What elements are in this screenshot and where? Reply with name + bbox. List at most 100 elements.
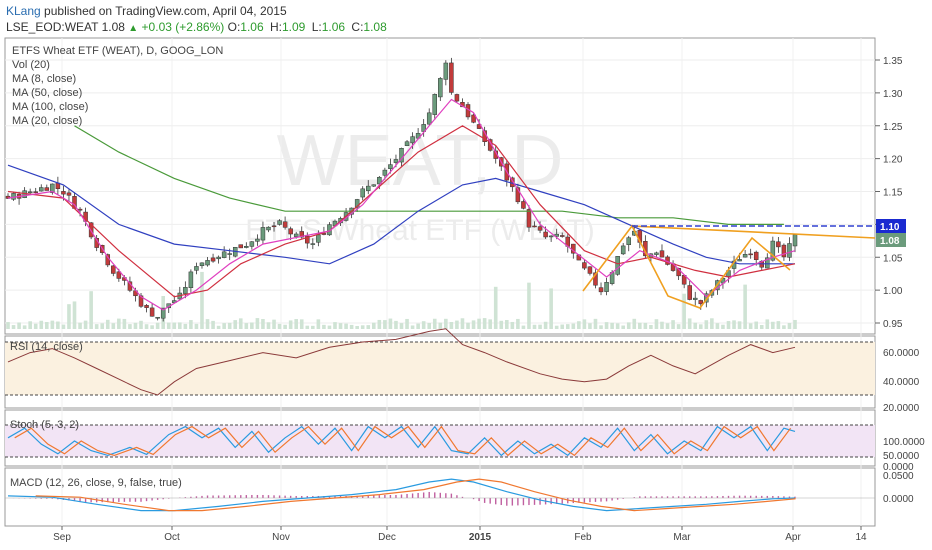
- volume-bar: [205, 319, 210, 329]
- candle-body: [449, 62, 454, 93]
- volume-bar: [72, 301, 77, 329]
- volume-bar: [421, 321, 426, 329]
- volume-bar: [787, 322, 792, 329]
- volume-bar: [748, 323, 753, 329]
- legend-ma50[interactable]: MA (50, close): [12, 87, 83, 99]
- symbol-info: LSE_EOD:WEAT 1.08 ▲ +0.03 (+2.86%) O:1.0…: [6, 19, 390, 37]
- volume-bar: [155, 322, 160, 329]
- volume-bar: [344, 323, 348, 329]
- candle-body: [277, 220, 282, 225]
- volume-bar: [582, 319, 587, 329]
- candle-body: [604, 282, 609, 292]
- volume-bar: [771, 321, 775, 329]
- close-value: 1.08: [363, 20, 387, 34]
- volume-bar: [560, 324, 565, 329]
- volume-bar: [482, 318, 487, 329]
- macd-label[interactable]: MACD (12, 26, close, 9, false, true): [10, 477, 182, 489]
- candle-body: [770, 240, 776, 261]
- volume-bar: [266, 322, 271, 329]
- volume-bar: [615, 323, 620, 329]
- time-tick-label: Oct: [164, 532, 180, 543]
- volume-bar: [366, 325, 371, 329]
- ma-lines: [7, 98, 796, 311]
- candle-body: [698, 300, 704, 305]
- candle-body: [266, 226, 271, 231]
- volume-bar: [782, 325, 786, 329]
- volume-bar: [144, 324, 149, 329]
- volume-bar: [250, 322, 254, 329]
- volume-bar: [22, 325, 27, 329]
- candle-body: [194, 266, 199, 271]
- candle-body: [543, 231, 548, 238]
- volume-bar: [410, 325, 415, 329]
- legend-vol[interactable]: Vol (20): [12, 59, 50, 71]
- candle-body: [388, 164, 393, 170]
- candle-body: [299, 231, 304, 238]
- volume-bar: [117, 318, 121, 329]
- candle-body: [205, 260, 210, 266]
- candle-body: [532, 225, 537, 228]
- volume-bar: [588, 323, 592, 329]
- price-tick-label: 1.25: [883, 122, 903, 133]
- volume-bar: [671, 320, 675, 329]
- candle-body: [399, 148, 404, 163]
- volume-bar: [355, 325, 359, 329]
- stoch-band: [5, 425, 875, 457]
- volume-bar: [200, 271, 204, 329]
- candle-body: [249, 241, 255, 247]
- legend-ma20[interactable]: MA (20, close): [12, 115, 83, 127]
- candle-body: [559, 235, 565, 237]
- volume-bar: [621, 325, 625, 329]
- stoch-label[interactable]: Stoch (5, 3, 2): [10, 419, 80, 431]
- candle-body: [593, 272, 598, 286]
- candle-body: [776, 241, 781, 248]
- volume-bar: [211, 320, 215, 329]
- price-tick-label: 1.00: [883, 286, 903, 297]
- last-price: 1.08: [101, 20, 125, 34]
- candle-body: [27, 191, 33, 194]
- candle-body: [255, 238, 260, 242]
- volume-bar: [311, 325, 315, 329]
- legend-ma100[interactable]: MA (100, close): [12, 101, 89, 113]
- volume-bar: [233, 320, 238, 329]
- candle-body: [582, 262, 587, 269]
- volume-bar: [455, 320, 459, 329]
- time-tick-label: 14: [855, 532, 867, 543]
- volume-bar: [687, 318, 692, 329]
- candle-body: [377, 177, 382, 185]
- author-link[interactable]: KLang: [6, 4, 41, 18]
- volume-bar: [183, 323, 188, 329]
- candle-body: [66, 192, 72, 196]
- volume-bar: [649, 324, 653, 329]
- candle-body: [360, 188, 365, 198]
- candle-body: [432, 94, 438, 115]
- candle-body: [288, 228, 293, 235]
- rsi-label[interactable]: RSI (14, close): [10, 341, 83, 353]
- volume-bar: [227, 322, 232, 329]
- close-label: C:: [351, 20, 364, 34]
- volume-bar: [128, 324, 132, 329]
- volume-bar: [488, 319, 492, 329]
- price-tag-bg: [876, 219, 906, 233]
- candle-body: [687, 285, 692, 300]
- volume-bar: [272, 319, 276, 329]
- legend-ma8[interactable]: MA (8, close): [12, 73, 77, 85]
- volume-bar: [638, 322, 642, 329]
- candle-body: [183, 287, 188, 294]
- price-tag-label: 1.10: [880, 222, 900, 233]
- candle-body: [216, 256, 221, 260]
- volume-bar: [33, 323, 38, 329]
- candle-body: [753, 251, 759, 260]
- volume-bar: [44, 322, 49, 329]
- candle-body: [310, 243, 316, 245]
- open-label: O:: [227, 20, 241, 34]
- volume-bar: [444, 318, 448, 329]
- volume-bar: [710, 318, 714, 329]
- pattern-drawings[interactable]: [582, 224, 876, 309]
- volume-bar: [449, 322, 454, 329]
- volume-bar: [737, 321, 742, 329]
- volume-bar: [189, 320, 193, 329]
- volume-bar: [294, 319, 298, 329]
- volume-bar: [94, 324, 99, 329]
